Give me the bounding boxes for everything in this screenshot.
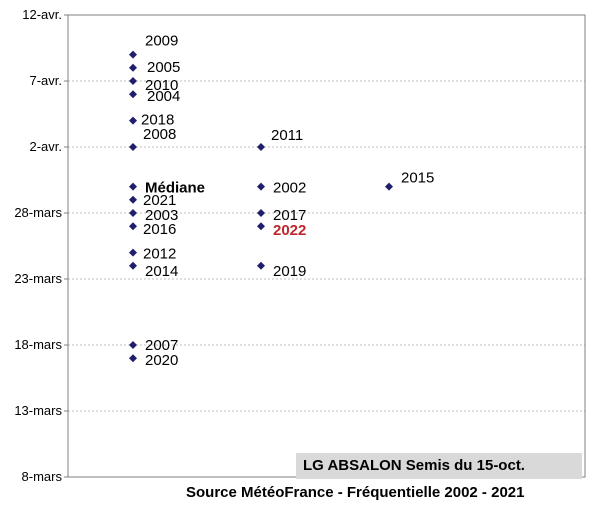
data-point-marker — [129, 209, 137, 217]
data-point-marker — [129, 63, 137, 72]
data-points — [129, 50, 393, 363]
y-axis-ticks: 8-mars 13-mars 18-mars 23-mars 28-mars 2-avr.… — [14, 7, 68, 484]
data-point-label: 2007 — [145, 337, 178, 354]
data-point-label: 2010 — [145, 77, 178, 94]
data-point-marker — [257, 143, 265, 151]
data-point-label: 2005 — [147, 59, 180, 76]
data-point-marker — [257, 222, 265, 231]
data-point-marker — [129, 116, 137, 125]
chart-annotation: LG ABSALON Semis du 15-oct. — [296, 453, 582, 479]
data-point-label: 2020 — [145, 352, 178, 369]
data-point-label: 2014 — [145, 263, 178, 280]
data-point-marker — [385, 182, 393, 191]
data-labels: 200920052010200420182008Médiane202120032… — [141, 33, 434, 370]
y-tick-label: 12-avr. — [22, 7, 62, 22]
data-point-marker — [129, 195, 137, 204]
data-point-label: 2015 — [401, 170, 434, 187]
data-point-marker — [129, 90, 137, 99]
data-point-label: 2009 — [145, 33, 178, 50]
data-point-marker — [129, 222, 137, 231]
data-point-label: 2004 — [147, 88, 180, 105]
data-point-label: 2008 — [143, 126, 176, 143]
chart-source: Source MétéoFrance - Fréquentielle 2002 … — [186, 484, 525, 501]
data-point-label: 2018 — [141, 112, 174, 129]
y-tick-label: 2-avr. — [29, 139, 62, 154]
data-point-label: 2019 — [273, 263, 306, 280]
data-point-label: 2011 — [271, 127, 303, 144]
y-tick-label: 8-mars — [22, 469, 63, 484]
data-point-marker — [129, 248, 137, 257]
y-tick-label: 13-mars — [14, 403, 62, 418]
data-point-marker — [257, 209, 265, 217]
data-point-label: Médiane — [145, 180, 205, 197]
data-point-marker — [129, 50, 137, 59]
data-point-label: 2002 — [273, 180, 306, 197]
y-tick-label: 7-avr. — [29, 73, 62, 88]
data-point-label: 2017 — [273, 207, 306, 224]
data-point-marker — [257, 182, 265, 191]
data-point-label: 2022 — [273, 222, 306, 239]
data-point-marker — [257, 261, 265, 270]
y-tick-label: 23-mars — [14, 271, 62, 286]
data-point-marker — [129, 143, 137, 151]
data-point-label: 2012 — [143, 246, 176, 263]
y-tick-label: 18-mars — [14, 337, 62, 352]
data-point-marker — [129, 341, 137, 349]
data-point-marker — [129, 182, 137, 191]
data-point-marker — [129, 77, 137, 85]
data-point-label: 2003 — [145, 207, 178, 224]
data-point-label: 2021 — [143, 192, 176, 209]
data-point-label: 2016 — [143, 221, 176, 238]
data-point-marker — [129, 261, 137, 270]
data-point-marker — [129, 354, 137, 363]
y-tick-label: 28-mars — [14, 205, 62, 220]
